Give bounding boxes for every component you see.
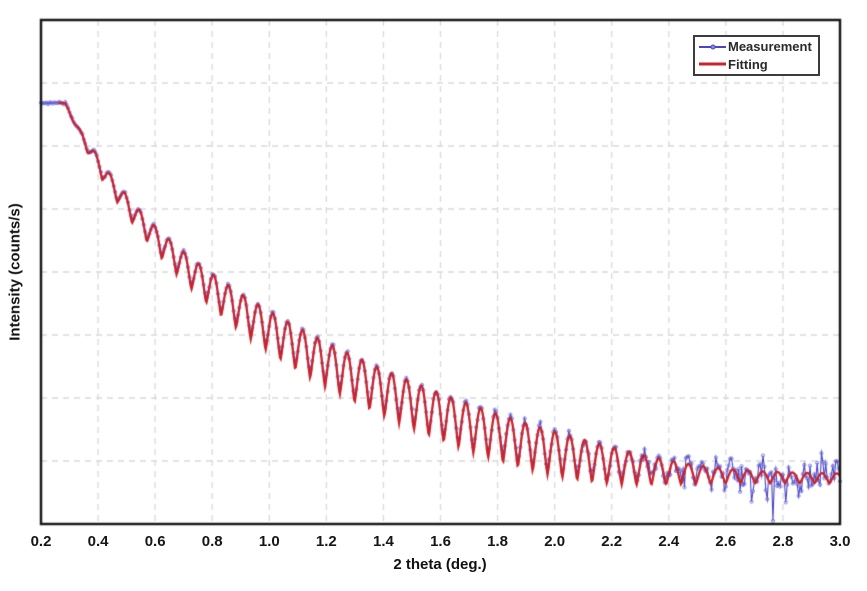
x-tick-label: 2.8 [772,533,794,550]
x-tick-label: 2.6 [715,533,737,550]
x-tick-label: 2.2 [601,533,623,550]
x-tick-label: 3.0 [829,533,851,550]
x-tick-label: 0.2 [30,533,52,550]
x-tick-label: 0.6 [144,533,166,550]
x-tick-label: 0.4 [87,533,109,550]
x-tick-label: 2.0 [544,533,566,550]
legend-box: Measurement Fitting [693,35,820,76]
x-axis-tick-labels: 0.2 0.4 0.6 0.8 1.0 1.2 1.4 1.6 1.8 2.0 2.2 2.4 2.6 2… [0,533,867,553]
fitting-line-swatch-icon [699,56,726,73]
x-tick-label: 0.8 [201,533,223,550]
y-axis-title: Intensity (counts/s) [6,203,24,341]
x-tick-label: 1.8 [487,533,508,550]
x-tick-label: 1.4 [372,533,394,550]
x-tick-label: 1.6 [430,533,451,550]
x-axis-title: 2 theta (deg.) [393,556,487,573]
x-tick-label: 2.4 [658,533,680,550]
x-tick-label: 1.2 [315,533,337,550]
measurement-line-swatch-icon [699,38,726,55]
legend-item-fitting: Fitting [699,56,814,73]
legend-label-fitting: Fitting [728,56,768,72]
x-tick-label: 1.0 [258,533,280,550]
legend-label-measurement: Measurement [728,39,812,55]
legend-item-measurement: Measurement [699,38,814,55]
